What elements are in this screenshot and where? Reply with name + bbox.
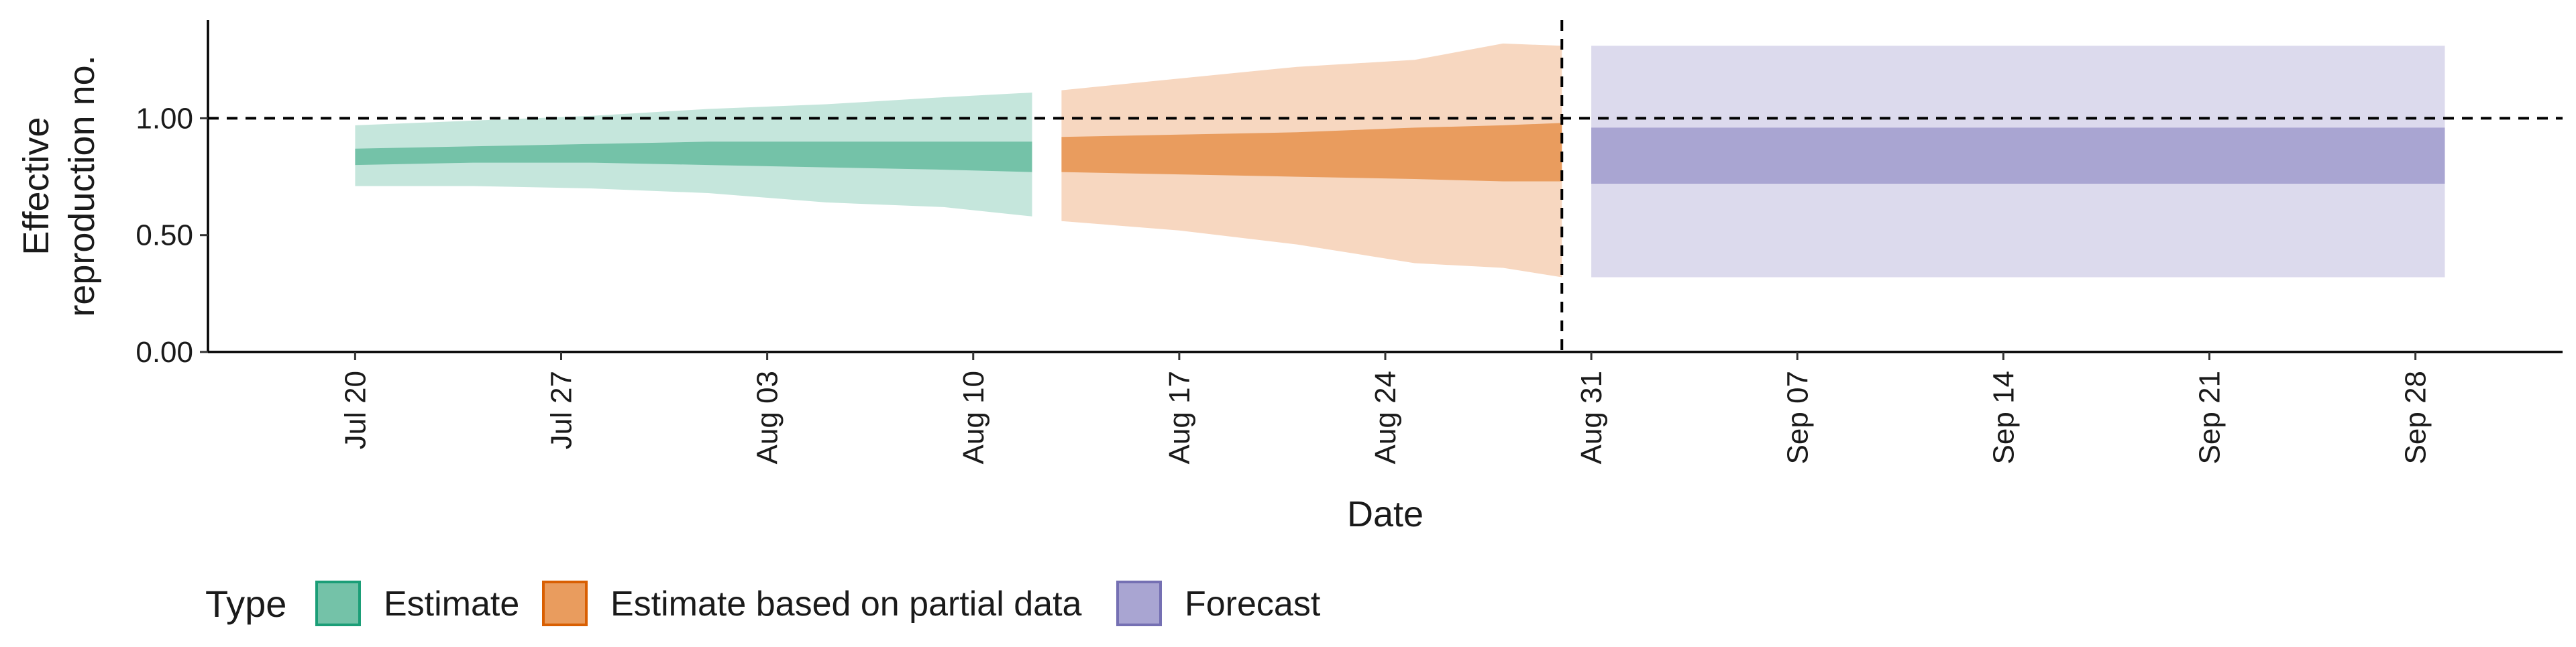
legend-key-1 <box>542 581 588 626</box>
x-tick-label: Sep 21 <box>2194 371 2226 464</box>
legend: Type Estimate Estimate based on partial da… <box>205 581 1321 626</box>
x-tick-label: Aug 24 <box>1369 371 1402 464</box>
reference-lines <box>208 20 2563 352</box>
y-axis-title-line-2: reproduction no. <box>62 55 102 316</box>
x-tick-label: Sep 07 <box>1781 371 1814 464</box>
x-tick-label: Sep 14 <box>1987 371 2020 464</box>
y-axis-title-line-1: Effective <box>16 117 56 255</box>
x-tick-label: Aug 10 <box>957 371 990 464</box>
legend-label-0: Estimate <box>384 585 519 624</box>
x-tick-label: Aug 03 <box>751 371 784 464</box>
legend-label-1: Estimate based on partial data <box>610 585 1082 624</box>
y-tick-label: 1.00 <box>136 102 193 135</box>
legend-label-2: Forecast <box>1185 585 1321 624</box>
x-tick-label: Sep 28 <box>2400 371 2432 464</box>
axes-layer: 0.00 0.50 1.00 Jul 20 Jul 27 Aug 03 Aug 10 Aug … <box>16 20 2563 534</box>
series-0-inner-band <box>355 141 1032 172</box>
x-tick-label: Jul 20 <box>339 371 372 449</box>
x-tick-label: Aug 17 <box>1163 371 1196 464</box>
y-tick-label: 0.00 <box>136 336 193 369</box>
x-tick-label: Jul 27 <box>545 371 578 449</box>
series-2-inner-band <box>1591 127 2445 184</box>
ribbon-layer <box>355 43 2445 278</box>
legend-title: Type <box>205 583 286 625</box>
y-tick-label: 0.50 <box>136 219 193 252</box>
series-1-inner-band <box>1061 123 1562 182</box>
legend-key-2 <box>1116 581 1162 626</box>
x-axis-title: Date <box>1347 494 1424 534</box>
legend-key-0 <box>315 581 361 626</box>
x-tick-label: Aug 31 <box>1575 371 1608 464</box>
